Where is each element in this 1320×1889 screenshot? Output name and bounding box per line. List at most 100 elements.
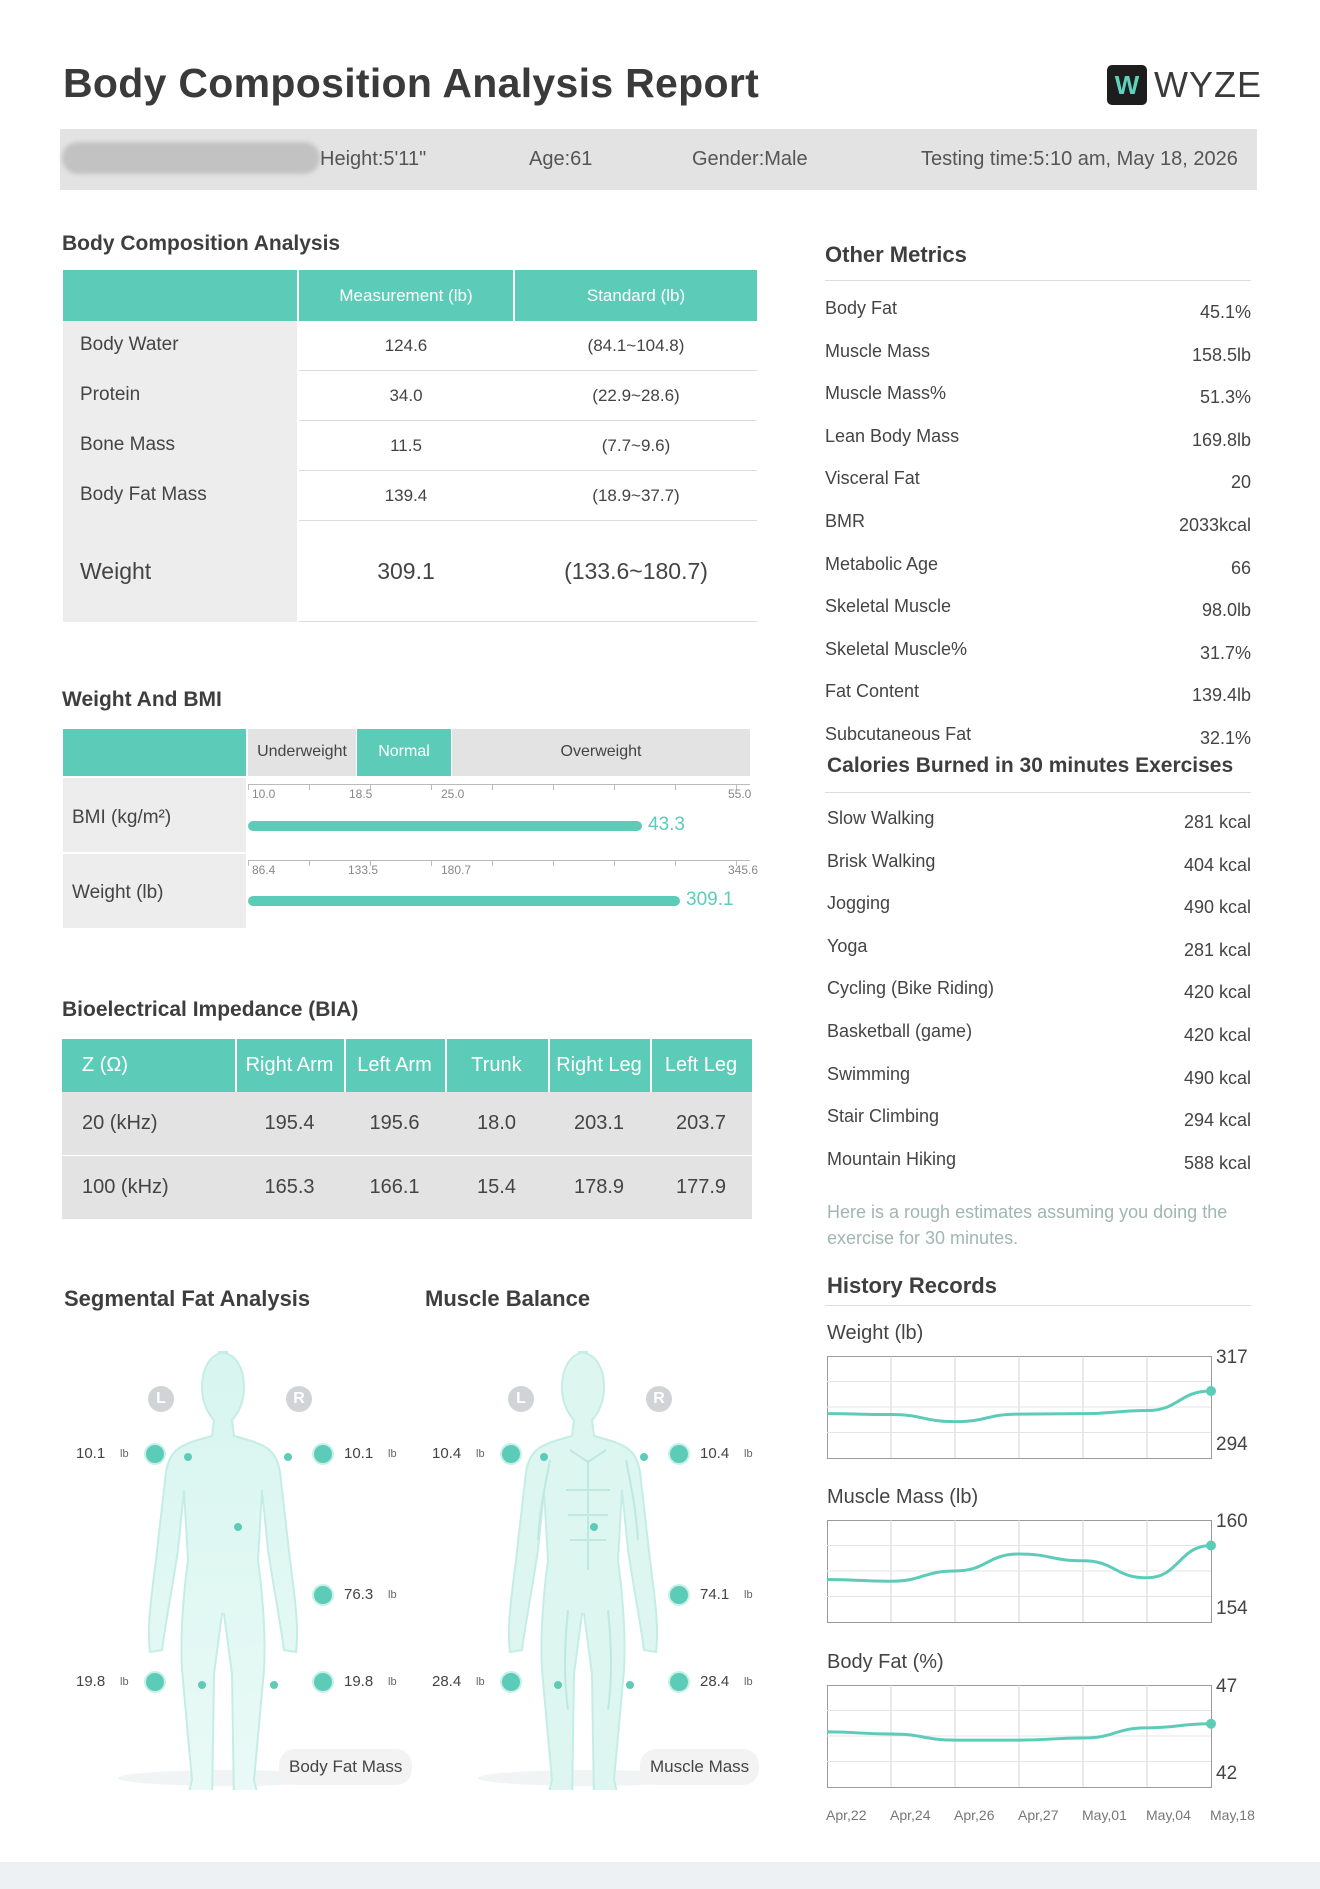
bia-table: Z (Ω) Right Arm Left Arm Trunk Right Leg Left… xyxy=(62,1039,752,1219)
body-silhouette-icon xyxy=(118,1351,338,1805)
bia-col-header: Right Leg xyxy=(556,1054,642,1076)
x-axis-date: Apr,27 xyxy=(1018,1807,1059,1823)
segmental-right_leg-point xyxy=(270,1681,278,1689)
segmental-title: Segmental Fat Analysis xyxy=(64,1286,311,1311)
bca-row-value: 139.4 xyxy=(384,486,428,505)
bia-cell: 15.4 xyxy=(477,1176,516,1198)
height-info: Height:5'11" xyxy=(320,148,427,170)
muscle-left_leg-point xyxy=(554,1681,562,1689)
metric-value: 66 xyxy=(1230,557,1251,578)
bia-header-row xyxy=(62,1039,752,1092)
weight-tick-180: 180.7 xyxy=(441,863,472,877)
calories-note: Here is a rough estimates assuming you d… xyxy=(827,1202,1228,1248)
exercise-label: Brisk Walking xyxy=(827,850,936,871)
segmental-left_arm-marker-icon xyxy=(144,1443,166,1465)
metric-label: Metabolic Age xyxy=(825,553,939,574)
muscle-left_arm-value: 10.4 xyxy=(432,1445,462,1462)
bca-row-standard: (22.9~28.6) xyxy=(592,386,680,405)
segmental-right_arm-value: 10.1 xyxy=(344,1445,374,1462)
segmental-left_leg-value: 19.8 xyxy=(76,1673,106,1690)
bia-title: Bioelectrical Impedance (BIA) xyxy=(62,998,359,1021)
segmental-trunk-point xyxy=(234,1523,242,1531)
muscle-mass-caption: Muscle Mass xyxy=(640,1749,760,1785)
segmental-trunk-value: 76.3 xyxy=(344,1586,374,1603)
col-measurement: Measurement (lb) xyxy=(339,286,473,305)
weight-standard: (133.6~180.7) xyxy=(564,558,708,584)
weight-bar xyxy=(248,896,680,906)
exercise-kcal: 420 kcal xyxy=(1183,1025,1251,1045)
metric-label: Body Fat xyxy=(825,298,898,318)
wyze-logo-text: WYZE xyxy=(1154,64,1262,105)
history-chart-title: Muscle Mass (lb) xyxy=(827,1486,979,1508)
y-tick-min: 294 xyxy=(1216,1434,1248,1455)
segmental-right_arm-point xyxy=(284,1453,292,1461)
bca-title: Body Composition Analysis xyxy=(62,232,341,255)
y-tick-min: 154 xyxy=(1216,1598,1248,1619)
bca-row-label: Body Fat Mass xyxy=(80,484,207,505)
scale-tick xyxy=(309,860,310,866)
muscle-right_leg-value: 28.4 xyxy=(700,1673,730,1690)
segmental-right_arm-marker-icon xyxy=(312,1443,334,1465)
bmi-tick-10: 10.0 xyxy=(252,787,276,801)
x-axis-date: May,01 xyxy=(1082,1807,1127,1823)
report-title: Body Composition Analysis Report xyxy=(63,60,760,106)
left-marker-muscle: L xyxy=(508,1386,534,1412)
bmi-bar xyxy=(248,821,642,831)
band-overweight: Overweight xyxy=(560,743,642,760)
y-tick-max: 47 xyxy=(1216,1676,1238,1697)
history-title: History Records xyxy=(827,1273,997,1298)
scale-tick xyxy=(675,860,676,866)
muscle-right_leg-point xyxy=(626,1681,634,1689)
bmi-title: Weight And BMI xyxy=(62,688,222,711)
weight-value: 309.1 xyxy=(377,558,435,584)
metric-label: Muscle Mass% xyxy=(825,383,947,404)
exercise-label: Slow Walking xyxy=(827,808,935,828)
exercise-kcal: 588 kcal xyxy=(1183,1152,1251,1173)
bmi-panel: Underweight Normal Overweight BMI (kg/m²… xyxy=(63,729,758,929)
row-label-bg xyxy=(63,371,297,421)
bca-row-label: Protein xyxy=(80,384,141,405)
metric-value: 20 xyxy=(1230,472,1251,493)
exercise-kcal: 294 kcal xyxy=(1183,1110,1251,1131)
scale-tick xyxy=(675,784,676,790)
band-normal: Normal xyxy=(378,743,430,760)
exercise-kcal: 281 kcal xyxy=(1183,939,1251,960)
series-line xyxy=(827,1722,1212,1742)
segmental-left_leg-unit: lb xyxy=(120,1676,129,1688)
x-axis-date: Apr,26 xyxy=(954,1807,995,1823)
exercise-kcal: 281 kcal xyxy=(1183,812,1251,832)
segmental-left_arm-unit: lb xyxy=(120,1448,129,1460)
muscle-left_leg-marker-icon xyxy=(500,1671,522,1693)
muscle-left_leg-unit: lb xyxy=(476,1676,485,1688)
muscle-right_arm-marker-icon xyxy=(668,1443,690,1465)
bmi-label: BMI (kg/m²) xyxy=(72,807,172,828)
metric-value: 158.5lb xyxy=(1191,344,1251,365)
bca-row-label: Bone Mass xyxy=(80,434,176,455)
segmental-right_leg-value: 19.8 xyxy=(344,1673,374,1690)
metric-label: Fat Content xyxy=(825,681,920,702)
muscle-right_arm-unit: lb xyxy=(744,1448,753,1460)
exercise-label: Mountain Hiking xyxy=(827,1148,957,1169)
weight-tick-86: 86.4 xyxy=(252,863,276,877)
segmental-right_arm-unit: lb xyxy=(388,1448,397,1460)
exercise-kcal: 490 kcal xyxy=(1183,1067,1251,1088)
metric-value: 98.0lb xyxy=(1201,600,1251,621)
weight-label: Weight xyxy=(80,558,152,584)
segmental-trunk-marker-icon xyxy=(312,1584,334,1606)
bmi-tick-18: 18.5 xyxy=(349,787,373,801)
bia-col-header: Right Arm xyxy=(245,1054,334,1076)
col-standard: Standard (lb) xyxy=(586,286,686,305)
scale-tick xyxy=(431,784,432,790)
muscle-silhouette-icon xyxy=(478,1351,698,1805)
latest-point xyxy=(1206,1386,1216,1397)
bia-cell: 20 (kHz) xyxy=(82,1112,158,1134)
bia-row xyxy=(62,1092,752,1155)
muscle-left_arm-unit: lb xyxy=(476,1448,485,1460)
weight-lb-label: Weight (lb) xyxy=(72,882,164,903)
metric-value: 51.3% xyxy=(1199,387,1251,408)
segmental-left_leg-marker-icon xyxy=(144,1671,166,1693)
exercise-label: Basketball (game) xyxy=(827,1021,973,1041)
scale-tick xyxy=(492,860,493,866)
bca-row-standard: (84.1~104.8) xyxy=(587,336,685,355)
scale-tick xyxy=(370,784,371,790)
